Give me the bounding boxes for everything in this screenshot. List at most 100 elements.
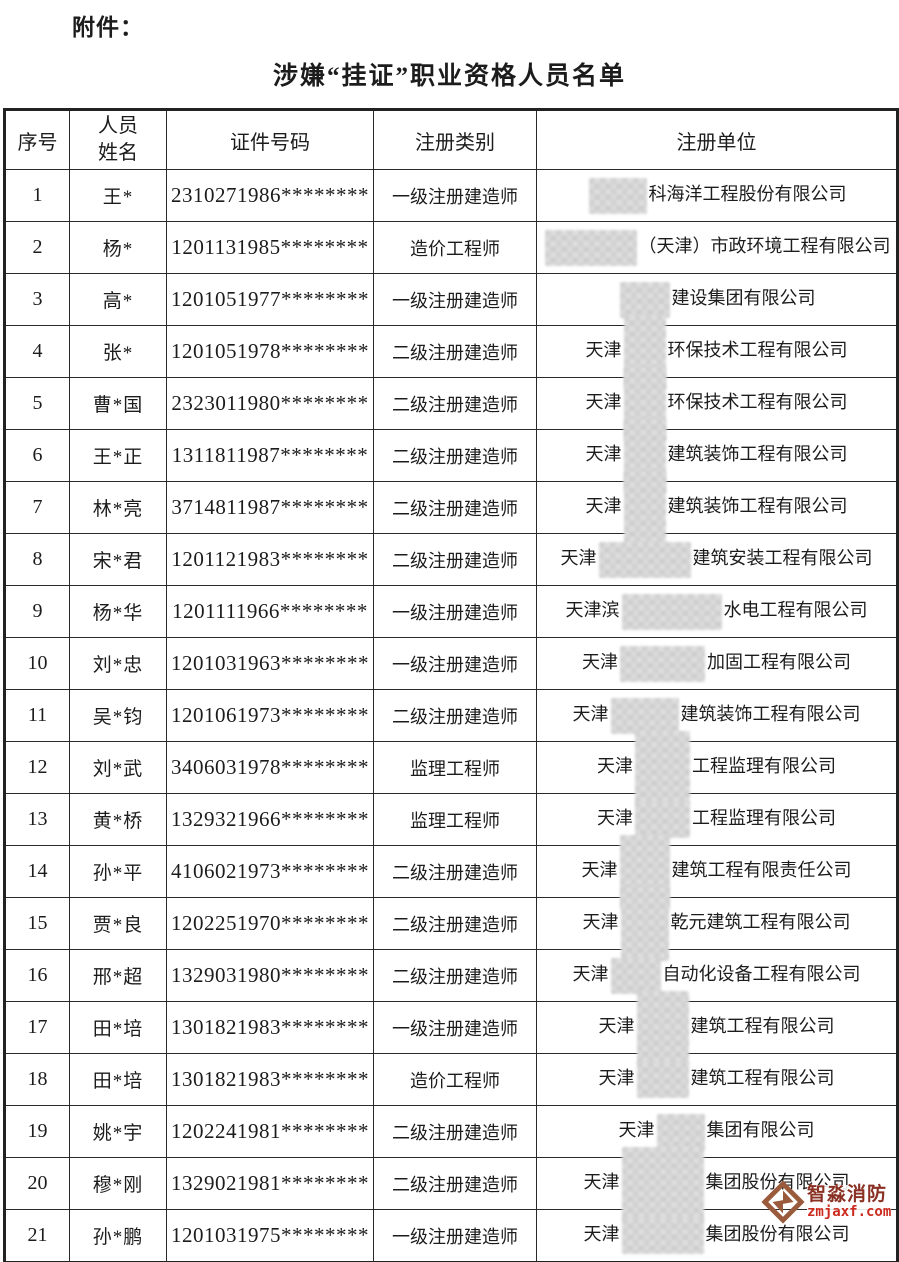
unit-suffix: 乾元建筑工程有限公司 <box>670 911 851 932</box>
cell-cert-number: 3406031978******** <box>166 741 374 794</box>
cell-reg-unit: 天津 加固工程有限公司 <box>536 637 898 690</box>
unit-suffix: 环保技术工程有限公司 <box>667 391 848 412</box>
cell-cert-number: 1301821983******** <box>166 1001 374 1054</box>
redaction-blur <box>619 281 670 318</box>
unit-suffix: 水电工程有限公司 <box>723 599 868 620</box>
cell-cert-number: 1301821983******** <box>166 1053 374 1106</box>
table-row: 12 刘*武 3406031978******** 监理工程师 天津 工程监理有限公司 <box>4 730 898 805</box>
cell-cert-number: 1201051978******** <box>166 325 374 378</box>
cell-reg-unit: 天津 建筑工程有限责任公司 <box>536 834 898 909</box>
header-serial-label: 序号 <box>17 131 58 154</box>
cell-serial: 17 <box>4 1001 70 1054</box>
cell-reg-unit: 天津滨 水电工程有限公司 <box>536 585 898 638</box>
cell-reg-category: 二级注册建造师 <box>373 897 537 950</box>
redaction-blur <box>610 697 679 734</box>
cell-serial: 11 <box>4 689 70 742</box>
cell-serial: 4 <box>4 325 70 378</box>
table-row: 10 刘*忠 1201031963******** 一级注册建造师 天津 加固工程有限公司 <box>4 637 898 690</box>
cell-serial: 1 <box>4 169 70 222</box>
cell-reg-unit: 天津 环保技术工程有限公司 <box>536 314 898 389</box>
cell-name: 杨* <box>69 221 167 274</box>
table-row: 4 张* 1201051978******** 二级注册建造师 天津 环保技术工程有限公司 <box>4 314 898 389</box>
cell-reg-category: 一级注册建造师 <box>373 1209 537 1262</box>
cell-reg-unit: （天津）市政环境工程有限公司 <box>536 221 898 274</box>
table-row: 16 邢*超 1329031980******** 二级注册建造师 天津 自动化设备工程有… <box>4 949 898 1002</box>
header-serial: 序号 <box>4 109 70 170</box>
cell-name: 刘*忠 <box>69 637 167 690</box>
cell-name: 吴*钧 <box>69 689 167 742</box>
cell-name: 高* <box>69 273 167 326</box>
header-cert-number-label: 证件号码 <box>230 131 310 154</box>
unit-suffix: 加固工程有限公司 <box>707 651 851 672</box>
cell-reg-category: 二级注册建造师 <box>373 1105 537 1158</box>
cell-reg-category: 二级注册建造师 <box>373 377 537 430</box>
table-row: 11 吴*钧 1201061973******** 二级注册建造师 天津 建筑装饰工程有限… <box>4 689 898 742</box>
cell-cert-number: 1201121983******** <box>166 533 374 586</box>
cell-reg-category: 二级注册建造师 <box>373 533 537 586</box>
table-row: 5 曹*国 2323011980******** 二级注册建造师 天津 环保技术工程有限公… <box>4 366 898 441</box>
header-reg-unit-label: 注册单位 <box>676 131 757 154</box>
cell-cert-number: 1201031975******** <box>166 1209 374 1262</box>
header-cert-number: 证件号码 <box>166 109 374 170</box>
cell-name: 张* <box>69 325 167 378</box>
cell-reg-category: 造价工程师 <box>373 221 537 274</box>
cell-serial: 7 <box>4 481 70 534</box>
cell-reg-category: 监理工程师 <box>373 741 537 794</box>
cell-reg-category: 二级注册建造师 <box>373 325 537 378</box>
redaction-blur <box>656 1113 705 1150</box>
cell-reg-unit: 天津 建筑装饰工程有限公司 <box>536 689 898 742</box>
cell-reg-unit: 天津 建筑工程有限公司 <box>536 990 898 1065</box>
unit-suffix: （天津）市政环境工程有限公司 <box>638 235 891 256</box>
cell-name: 宋*君 <box>69 533 167 586</box>
unit-prefix: 天津 <box>585 495 622 516</box>
cell-reg-unit: 天津 集团有限公司 <box>536 1105 898 1158</box>
redaction-blur <box>620 886 669 961</box>
cell-reg-unit: 科海洋工程股份有限公司 <box>536 169 898 222</box>
watermark: 智淼消防 zmjaxf.com <box>760 1178 892 1226</box>
cell-serial: 19 <box>4 1105 70 1158</box>
attachment-label: 附件： <box>72 15 144 40</box>
cell-name: 穆*刚 <box>69 1157 167 1210</box>
cell-cert-number: 1329321966******** <box>166 793 374 846</box>
cell-reg-unit: 天津 环保技术工程有限公司 <box>536 366 898 441</box>
cell-name: 王* <box>69 169 167 222</box>
unit-prefix: 天津 <box>598 1067 635 1088</box>
cell-name: 孙*鹏 <box>69 1209 167 1262</box>
cell-name: 贾*良 <box>69 897 167 950</box>
redaction-blur <box>635 801 690 838</box>
unit-prefix: 天津 <box>560 547 597 568</box>
unit-prefix: 天津 <box>583 1171 620 1192</box>
cell-cert-number: 1201111966******** <box>166 585 374 638</box>
cell-name: 林*亮 <box>69 481 167 534</box>
cell-serial: 18 <box>4 1053 70 1106</box>
cell-serial: 5 <box>4 377 70 430</box>
unit-suffix: 建设集团有限公司 <box>671 287 816 308</box>
redaction-blur <box>544 229 637 266</box>
redaction-blur <box>621 1146 704 1221</box>
cell-name: 田*培 <box>69 1053 167 1106</box>
cell-reg-category: 二级注册建造师 <box>373 1157 537 1210</box>
header-reg-unit: 注册单位 <box>536 109 898 170</box>
cell-serial: 15 <box>4 897 70 950</box>
unit-suffix: 集团股份有限公司 <box>705 1223 850 1244</box>
table-row: 14 孙*平 4106021973******** 二级注册建造师 天津 建筑工程有限责任… <box>4 834 898 909</box>
table-row: 13 黄*桥 1329321966******** 监理工程师 天津 工程监理有限公司 <box>4 793 898 846</box>
cell-reg-category: 监理工程师 <box>373 793 537 846</box>
cell-name: 曹*国 <box>69 377 167 430</box>
table-row: 1 王* 2310271986******** 一级注册建造师 科海洋工程股份有限公司 <box>4 169 898 222</box>
cell-serial: 9 <box>4 585 70 638</box>
table-row: 17 田*培 1301821983******** 一级注册建造师 天津 建筑工程有限公司 <box>4 990 898 1065</box>
cell-cert-number: 4106021973******** <box>166 845 374 898</box>
table-row: 19 姚*宇 1202241981******** 二级注册建造师 天津 集团有限公司 <box>4 1105 898 1158</box>
unit-suffix: 工程监理有限公司 <box>692 755 836 776</box>
table-row: 7 林*亮 3714811987******** 二级注册建造师 天津 建筑装饰工程有限公… <box>4 470 898 545</box>
cell-reg-category: 二级注册建造师 <box>373 429 537 482</box>
table-row: 8 宋*君 1201121983******** 二级注册建造师 天津 建筑安装工程有限公… <box>4 533 898 586</box>
unit-prefix: 天津 <box>582 651 618 672</box>
table-row: 15 贾*良 1202251970******** 二级注册建造师 天津 乾元建筑工程有限… <box>4 886 898 961</box>
unit-prefix: 天津 <box>572 963 609 984</box>
cell-cert-number: 1201031963******** <box>166 637 374 690</box>
cell-serial: 6 <box>4 429 70 482</box>
table-row: 3 高* 1201051977******** 一级注册建造师 建设集团有限公司 <box>4 273 898 326</box>
unit-suffix: 集团有限公司 <box>706 1119 815 1140</box>
